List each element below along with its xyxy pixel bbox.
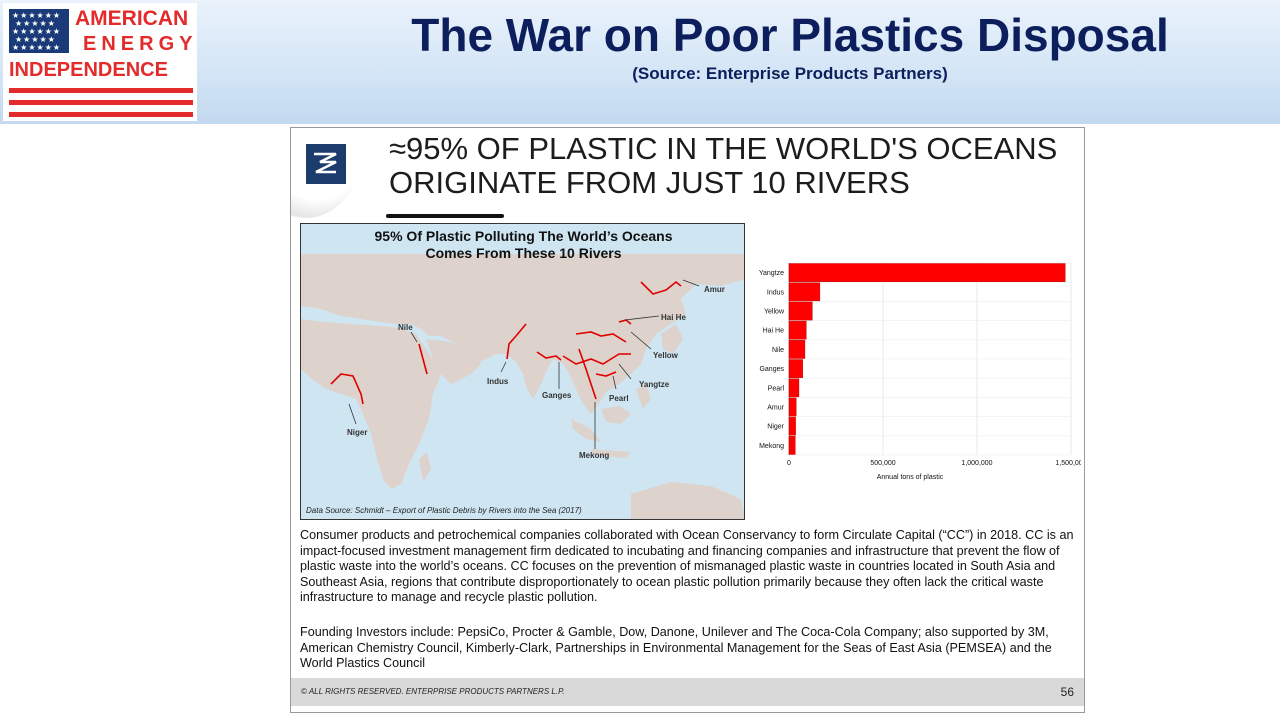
rivers-map: Amur Hai He Nile Yellow Indus Yangtze Ga… [300,223,745,520]
bar-category-labels: Yangtze Indus Yellow Hai He Nile Ganges Pearl A… [759,270,785,450]
label-yellow: Yellow [653,351,679,360]
river-lines [330,280,682,405]
bar-indus [788,282,821,302]
world-map-svg: Amur Hai He Nile Yellow Indus Yangtze Ga… [301,254,744,519]
land-madagascar [419,452,431,482]
river-nile [418,343,428,375]
label-pearl: Pearl [609,394,629,403]
category-label: Pearl [768,385,785,392]
land-java [591,449,631,458]
founding-investors-paragraph: Founding Investors include: PepsiCo, Pro… [300,625,1052,670]
page-title: The War on Poor Plastics Disposal [411,9,1169,61]
map-data-source: Data Source: Schmidt – Export of Plastic… [306,506,582,515]
logo-line-independence: INDEPENDENCE [9,59,168,81]
river-amur [640,280,682,295]
bar-series [788,263,1066,455]
map-title-line2: Comes From These 10 Rivers [425,245,622,261]
category-label: Yellow [764,309,785,316]
bar-ganges [788,359,803,378]
label-ganges: Ganges [542,391,572,400]
bar-tick-labels: 0 500,000 1,000,000 1,500,000 [787,460,1081,467]
land-africa [301,319,441,489]
x-tick-label: 0 [787,460,791,467]
x-tick-label: 1,500,000 [1055,460,1081,467]
land-sumatra [571,419,601,442]
us-flag-icon: ★★★★★★ ★★★★★ ★★★★★★ ★★★★★ ★★★★★★ [9,9,69,53]
label-yangtze: Yangtze [639,380,670,389]
bar-mekong [788,436,796,455]
map-title-line1: 95% Of Plastic Polluting The World’s Oce… [374,228,673,244]
category-label: Yangtze [759,270,784,277]
bar-grid [788,262,1072,456]
river-ganges [536,351,562,361]
slide-title-line2: ORIGINATE FROM JUST 10 RIVERS [389,165,910,200]
slide-title-line1: ≈95% OF PLASTIC IN THE WORLD'S OCEANS [389,131,1058,166]
map-title: 95% Of Plastic Polluting The World’s Oce… [301,228,744,262]
bar-nile [788,340,806,359]
category-label: Mekong [759,443,784,450]
bar-amur [788,397,797,417]
category-label: Ganges [759,366,784,373]
label-pointers [348,279,700,449]
category-label: Nile [772,347,784,354]
page-subtitle: (Source: Enterprise Products Partners) [632,64,948,83]
american-energy-independence-logo: ★★★★★★ ★★★★★ ★★★★★★ ★★★★★ ★★★★★★ AMERICA… [3,3,197,121]
logo-stripe [9,100,193,105]
category-label: Amur [767,405,784,412]
logo-line-american: AMERICAN [75,7,189,30]
land-japan [661,324,683,354]
land-arabia [426,339,481,384]
category-label: Hai He [763,328,785,335]
land-philippines [636,384,651,409]
footer-copyright: © ALL RIGHTS RESERVED. ENTERPRISE PRODUC… [301,687,565,696]
label-indus: Indus [487,377,509,386]
x-tick-label: 500,000 [870,460,895,467]
header-banner: ★★★★★★ ★★★★★ ★★★★★★ ★★★★★ ★★★★★★ AMERICA… [0,0,1280,124]
logo-line-energy: ENERGY [83,33,198,55]
river-niger [330,373,364,405]
x-axis-label: Annual tons of plastic [877,474,944,481]
label-nile: Nile [398,323,413,332]
category-label: Indus [767,289,785,296]
river-labels: Amur Hai He Nile Yellow Indus Yangtze Ga… [347,285,725,460]
slide-title: ≈95% OF PLASTIC IN THE WORLD'S OCEANS OR… [389,132,1079,200]
bar-niger [788,416,796,436]
river-yellow [575,331,627,343]
river-indus [506,323,527,360]
label-mekong: Mekong [579,451,609,460]
logo-stripe [9,88,193,93]
bar-pearl [788,378,800,398]
x-tick-label: 1,000,000 [961,460,992,467]
bar-yellow [788,301,813,321]
land-borneo [601,406,631,424]
bar-yangtze [788,263,1066,282]
page-number: 56 [1060,685,1074,699]
category-label: Niger [767,424,784,431]
title-underline [386,214,504,218]
river-pearl [595,371,617,377]
bar-chart: Yangtze Indus Yellow Hai He Nile Ganges Pearl A… [759,262,1081,481]
circulate-capital-paragraph: Consumer products and petrochemical comp… [300,528,1074,604]
label-hai-he: Hai He [661,313,686,322]
river-mekong [578,348,597,400]
presentation-slide: ≈95% OF PLASTIC IN THE WORLD'S OCEANS OR… [290,127,1085,713]
land-eurasia [301,254,744,414]
label-amur: Amur [704,285,725,294]
slide-footer: © ALL RIGHTS RESERVED. ENTERPRISE PRODUC… [291,678,1084,706]
river-yangtze [562,353,631,365]
label-niger: Niger [347,428,367,437]
bar-hai-he [788,320,807,340]
logo-stripe [9,112,193,117]
enterprise-logo-icon [306,144,346,184]
land-australia [631,482,744,519]
